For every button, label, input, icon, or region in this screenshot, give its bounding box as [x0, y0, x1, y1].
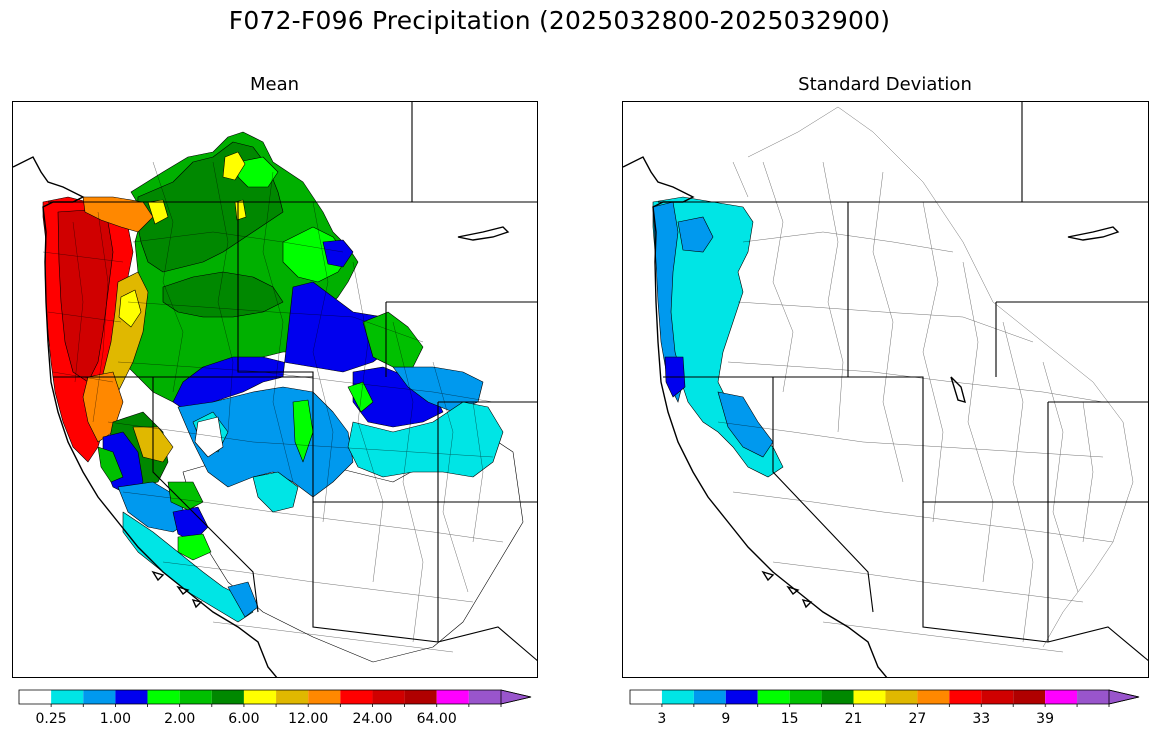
region-socal-cyan [122, 511, 254, 623]
stddev-colorbar-segment [1013, 690, 1046, 704]
stddev-colorbar-segment [853, 690, 886, 704]
mean-panel-title: Mean [249, 74, 300, 95]
stddev-colorbar-segment [661, 690, 694, 704]
region-cyan-south [252, 471, 299, 513]
stddev-colorbar-extend-arrow [1108, 689, 1140, 705]
mean-colorbar-tick-label: 24.00 [352, 711, 393, 727]
stddev-regions [652, 196, 784, 478]
region-lightgreen-east [282, 226, 349, 283]
mean-colorbar-tick-label: 6.00 [228, 711, 260, 727]
mean-colorbar-segment [211, 690, 244, 704]
stddev-colorbar-tick-label: 15 [780, 711, 799, 727]
mean-colorbar-tick-label: 64.00 [416, 711, 457, 727]
region-blue-east2 [352, 366, 444, 428]
stddev-colorbar-segment [789, 690, 822, 704]
mean-colorbar-segment [83, 690, 116, 704]
region-yellow-north [222, 151, 246, 181]
stddev-colorbar-tick-label: 33 [972, 711, 991, 727]
mean-colorbar-segment [51, 690, 84, 704]
region-green-inland-2 [167, 481, 204, 511]
mean-colorbar-segment [115, 690, 148, 704]
region-blue-northeast [322, 239, 354, 268]
mean-colorbar-segment [436, 690, 469, 704]
stddev-state-borders [658, 102, 1148, 662]
mean-colorbar-tick-label: 12.00 [288, 711, 329, 727]
region-yellow-north-coast [147, 199, 169, 225]
stddev-colorbar-tick-label: 9 [721, 711, 731, 727]
stddev-watershed-lines [717, 106, 1134, 653]
stddev-colorbar-segment [757, 690, 790, 704]
stddev-colorbar-segment [1045, 690, 1078, 704]
mean-colorbar-tick-label: 2.00 [164, 711, 196, 727]
stddev-lightblue-south [717, 391, 774, 458]
mean-colorbar-extend-arrow [500, 689, 532, 705]
mean-colorbar-segment [179, 690, 212, 704]
stddev-colorbar-tick-label: 39 [1036, 711, 1055, 727]
mean-colorbar-segment [468, 690, 501, 704]
mean-colorbar-segment [340, 690, 373, 704]
stddev-colorbar-tick-label: 21 [844, 711, 863, 727]
stddev-panel-title: Standard Deviation [798, 74, 972, 95]
stddev-map [622, 101, 1149, 678]
stddev-colorbar-segment [630, 690, 662, 704]
mean-precip-regions [42, 131, 524, 663]
mean-state-borders [48, 102, 537, 662]
region-socal-lightblue [227, 581, 259, 618]
mean-coastline [13, 156, 510, 677]
stddev-colorbar-segment [725, 690, 758, 704]
region-small-green-coast [97, 446, 124, 483]
stddev-colorbar-segment [885, 690, 918, 704]
mean-colorbar-segment [404, 690, 437, 704]
region-orange-north [82, 196, 154, 233]
mean-colorbar [18, 689, 532, 707]
region-blue-center [172, 281, 394, 413]
stddev-colorbar-segment [917, 690, 950, 704]
mean-colorbar-segment [147, 690, 180, 704]
region-yellow-inland [118, 289, 142, 328]
mean-map-canvas [13, 102, 537, 677]
mean-colorbar-tick-label: 0.25 [35, 711, 67, 727]
region-north-darkgreen-2 [162, 271, 284, 318]
mean-colorbar-segment [276, 690, 309, 704]
mean-colorbar-tick-label: 1.00 [99, 711, 131, 727]
region-cal-green [177, 533, 212, 561]
stddev-colorbar-tick-label: 27 [908, 711, 927, 727]
stddev-colorbar [629, 689, 1140, 707]
region-green-strip [292, 399, 314, 463]
stddev-colorbar-segment [949, 690, 982, 704]
stddev-map-canvas [623, 102, 1148, 677]
stddev-colorbar-tick-label: 3 [657, 711, 667, 727]
mean-colorbar-segment [243, 690, 277, 704]
region-lightgreen-ne [237, 156, 279, 188]
stddev-colorbar-segment [1077, 690, 1109, 704]
mean-colorbar-segment [372, 690, 405, 704]
stddev-lightblue-north [677, 216, 714, 253]
stddev-colorbar-segment [693, 690, 726, 704]
mean-map [12, 101, 538, 678]
stddev-colorbar-segment [981, 690, 1014, 704]
stddev-coastline [623, 156, 1120, 677]
region-white-nevada [194, 416, 224, 458]
figure-title: F072-F096 Precipitation (2025032800-2025… [228, 6, 891, 35]
stddev-colorbar-segment [821, 690, 854, 704]
mean-colorbar-segment [308, 690, 341, 704]
mean-colorbar-segment [19, 690, 52, 704]
